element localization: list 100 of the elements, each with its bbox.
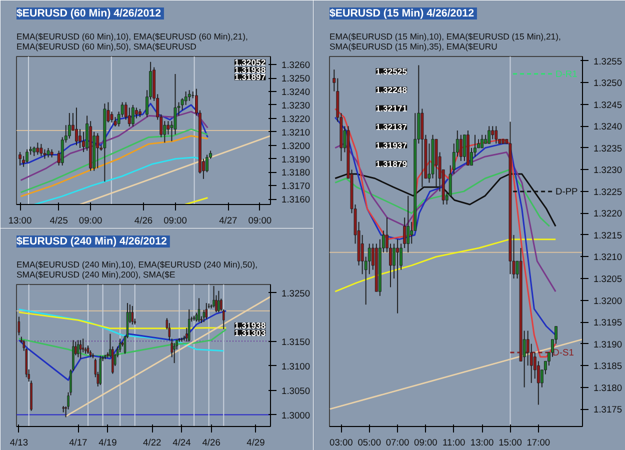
x-tick-label: 17:00 bbox=[526, 438, 550, 448]
candlestick bbox=[40, 143, 43, 157]
y-tick-label: 1.3210 bbox=[594, 252, 622, 262]
chart-subtitle: EMA($EURUSD (240 Min),10), EMA($EURUSD (240 Min),50), SMA($EURUSD (240 Min),200), SMA($E bbox=[16, 260, 258, 280]
candlestick bbox=[163, 120, 166, 144]
x-tick-label: 15:00 bbox=[498, 438, 522, 448]
y-tick-label: 1.3180 bbox=[594, 382, 622, 393]
candlestick bbox=[131, 104, 134, 127]
x-tick-label: 11:00 bbox=[442, 438, 466, 448]
chart-subtitle: EMA($EURUSD (60 Min),10), EMA($EURUSD (60 Min),21), EMA($EURUSD (60 Min),50), SMA($EURUSD bbox=[16, 32, 248, 52]
annotation: 1.32137 bbox=[376, 122, 408, 132]
y-tick-label: 1.3180 bbox=[282, 168, 310, 178]
annotation: 1.32525 bbox=[376, 66, 408, 76]
y-tick-label: 1.3175 bbox=[594, 404, 622, 415]
line-series bbox=[20, 128, 208, 194]
y-tick-label: 1.3230 bbox=[594, 165, 622, 176]
line-series bbox=[18, 308, 224, 352]
candlestick bbox=[491, 126, 494, 140]
y-tick-label: 1.3150 bbox=[282, 337, 310, 348]
candlestick bbox=[494, 126, 498, 144]
candlestick bbox=[118, 338, 122, 353]
line-series bbox=[334, 238, 556, 292]
candlestick bbox=[396, 238, 400, 314]
y-tick-label: 1.3190 bbox=[594, 339, 622, 350]
y-tick-label: 1.3250 bbox=[282, 288, 310, 298]
y-tick-label: 1.3245 bbox=[594, 100, 622, 110]
annotation: 1.32171 bbox=[376, 103, 408, 114]
line-series bbox=[18, 328, 227, 356]
candlestick bbox=[26, 148, 29, 164]
candlestick bbox=[68, 112, 71, 140]
candlestick bbox=[218, 290, 220, 313]
chart-title: $EURUSD (60 Min) 4/26/2012 bbox=[16, 8, 162, 20]
y-tick-label: 1.3225 bbox=[594, 186, 622, 197]
line-series bbox=[20, 135, 208, 198]
y-tick-label: 1.3220 bbox=[282, 114, 310, 124]
y-tick-label: 1.3210 bbox=[282, 127, 310, 138]
annotation: 1.31938 bbox=[234, 64, 266, 75]
candlestick bbox=[173, 342, 176, 364]
y-tick-label: 1.3240 bbox=[594, 122, 622, 132]
candlestick bbox=[36, 142, 40, 156]
y-tick-label: 1.3255 bbox=[594, 56, 622, 66]
y-tick-label: 1.3235 bbox=[594, 143, 622, 154]
chart-title: $EURUSD (15 Min) 4/26/2012 bbox=[330, 8, 474, 20]
x-tick-label: 03:00 bbox=[330, 438, 353, 448]
annotation: 1.32248 bbox=[376, 84, 408, 95]
y-tick-label: 1.3160 bbox=[282, 194, 310, 205]
annotation: 1.31879 bbox=[376, 158, 408, 169]
y-tick-label: 1.3190 bbox=[282, 154, 310, 164]
y-tick-label: 1.3200 bbox=[282, 140, 310, 151]
candlestick bbox=[74, 107, 78, 146]
candlestick bbox=[32, 146, 36, 157]
x-tick-label: 05:00 bbox=[358, 438, 382, 448]
y-tick-label: 1.3230 bbox=[282, 100, 310, 110]
x-tick-label: 4/27 bbox=[219, 216, 238, 226]
annotation: 1.31937 bbox=[376, 140, 408, 150]
annotation: 1.31897 bbox=[234, 72, 266, 82]
candlestick bbox=[188, 308, 190, 342]
candlestick bbox=[480, 134, 484, 148]
x-tick-label: 4/22 bbox=[143, 438, 162, 448]
x-tick-label: 4/19 bbox=[98, 438, 117, 448]
y-tick-label: 1.3240 bbox=[282, 86, 310, 97]
x-tick-label: 09:00 bbox=[164, 216, 187, 226]
x-tick-label: 07:00 bbox=[386, 438, 410, 448]
candlestick bbox=[96, 132, 100, 169]
x-tick-label: 4/13 bbox=[10, 438, 28, 448]
x-tick-label: 4/25 bbox=[50, 216, 68, 226]
candlestick bbox=[188, 90, 191, 102]
y-tick-label: 1.3000 bbox=[282, 410, 310, 420]
y-tick-label: 1.3250 bbox=[594, 78, 622, 88]
candlestick bbox=[18, 152, 22, 166]
candlestick bbox=[78, 128, 82, 148]
candlestick bbox=[406, 195, 410, 253]
candlestick bbox=[77, 340, 80, 358]
y-tick-label: 1.3195 bbox=[594, 318, 622, 328]
series-label: D-R1 bbox=[555, 68, 578, 79]
x-tick-label: 13:00 bbox=[470, 438, 494, 448]
series-label: D-S1 bbox=[552, 348, 574, 358]
x-tick-label: 4/26 bbox=[134, 216, 153, 226]
chart-subtitle: EMA($EURUSD (15 Min),10), EMA($EURUSD (15 Min),21), SMA($EURUSD (15 Min),35), EMA($EURU bbox=[330, 32, 561, 52]
line-series bbox=[18, 312, 227, 330]
x-tick-label: 4/24 bbox=[172, 438, 191, 448]
candlestick bbox=[131, 305, 134, 326]
x-tick-label: 09:00 bbox=[248, 216, 272, 226]
annotation: 1.31303 bbox=[234, 328, 266, 338]
annotation: 1.31938 bbox=[234, 320, 266, 331]
y-tick-label: 1.3250 bbox=[282, 74, 310, 84]
candlestick bbox=[198, 298, 200, 323]
y-tick-label: 1.3205 bbox=[594, 274, 622, 284]
y-tick-label: 1.3215 bbox=[594, 230, 622, 240]
x-tick-label: 4/26 bbox=[202, 438, 220, 448]
candlestick bbox=[46, 147, 50, 158]
legend-label: D-PP bbox=[555, 186, 578, 196]
y-tick-label: 1.3200 bbox=[594, 296, 622, 306]
y-tick-label: 1.3050 bbox=[282, 386, 310, 396]
y-tick-label: 1.3220 bbox=[594, 208, 622, 219]
x-tick-label: 09:00 bbox=[414, 438, 438, 448]
candlestick bbox=[110, 111, 114, 123]
y-tick-label: 1.3100 bbox=[282, 361, 310, 372]
candlestick bbox=[462, 134, 466, 162]
candlestick bbox=[80, 340, 82, 360]
